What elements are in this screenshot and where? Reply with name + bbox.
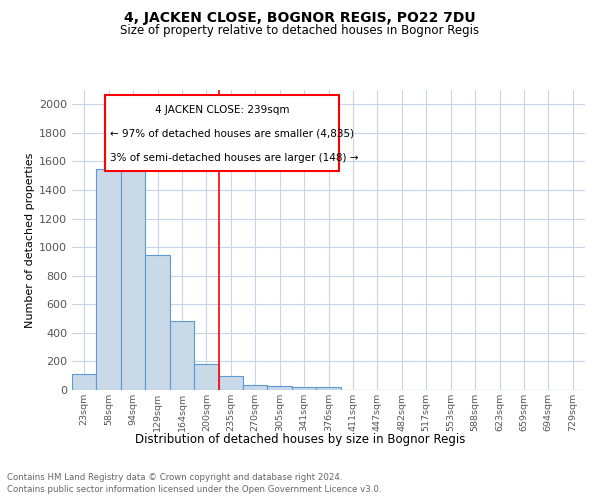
Bar (145, 255, 170, 390)
Bar (316, 388, 341, 390)
Bar (170, 320, 194, 390)
Bar (97, 170, 121, 390)
Text: Contains HM Land Registry data © Crown copyright and database right 2024.: Contains HM Land Registry data © Crown c… (7, 472, 343, 482)
Y-axis label: Number of detached properties: Number of detached properties (25, 152, 35, 328)
Bar (292, 388, 316, 390)
Text: Contains public sector information licensed under the Open Government Licence v3: Contains public sector information licen… (7, 485, 382, 494)
Bar (194, 364, 218, 390)
Text: ← 97% of detached houses are smaller (4,835): ← 97% of detached houses are smaller (4,… (110, 129, 355, 139)
Text: 3% of semi-detached houses are larger (148) →: 3% of semi-detached houses are larger (1… (110, 153, 359, 163)
Text: 4 JACKEN CLOSE: 239sqm: 4 JACKEN CLOSE: 239sqm (155, 105, 289, 115)
Bar (72, 374, 97, 390)
Bar (218, 376, 243, 390)
Text: 4, JACKEN CLOSE, BOGNOR REGIS, PO22 7DU: 4, JACKEN CLOSE, BOGNOR REGIS, PO22 7DU (124, 11, 476, 25)
Text: Distribution of detached houses by size in Bognor Regis: Distribution of detached houses by size … (135, 432, 465, 446)
FancyBboxPatch shape (106, 94, 339, 171)
Bar (121, 164, 145, 390)
Bar (243, 384, 268, 390)
Text: Size of property relative to detached houses in Bognor Regis: Size of property relative to detached ho… (121, 24, 479, 37)
Bar (268, 386, 292, 390)
